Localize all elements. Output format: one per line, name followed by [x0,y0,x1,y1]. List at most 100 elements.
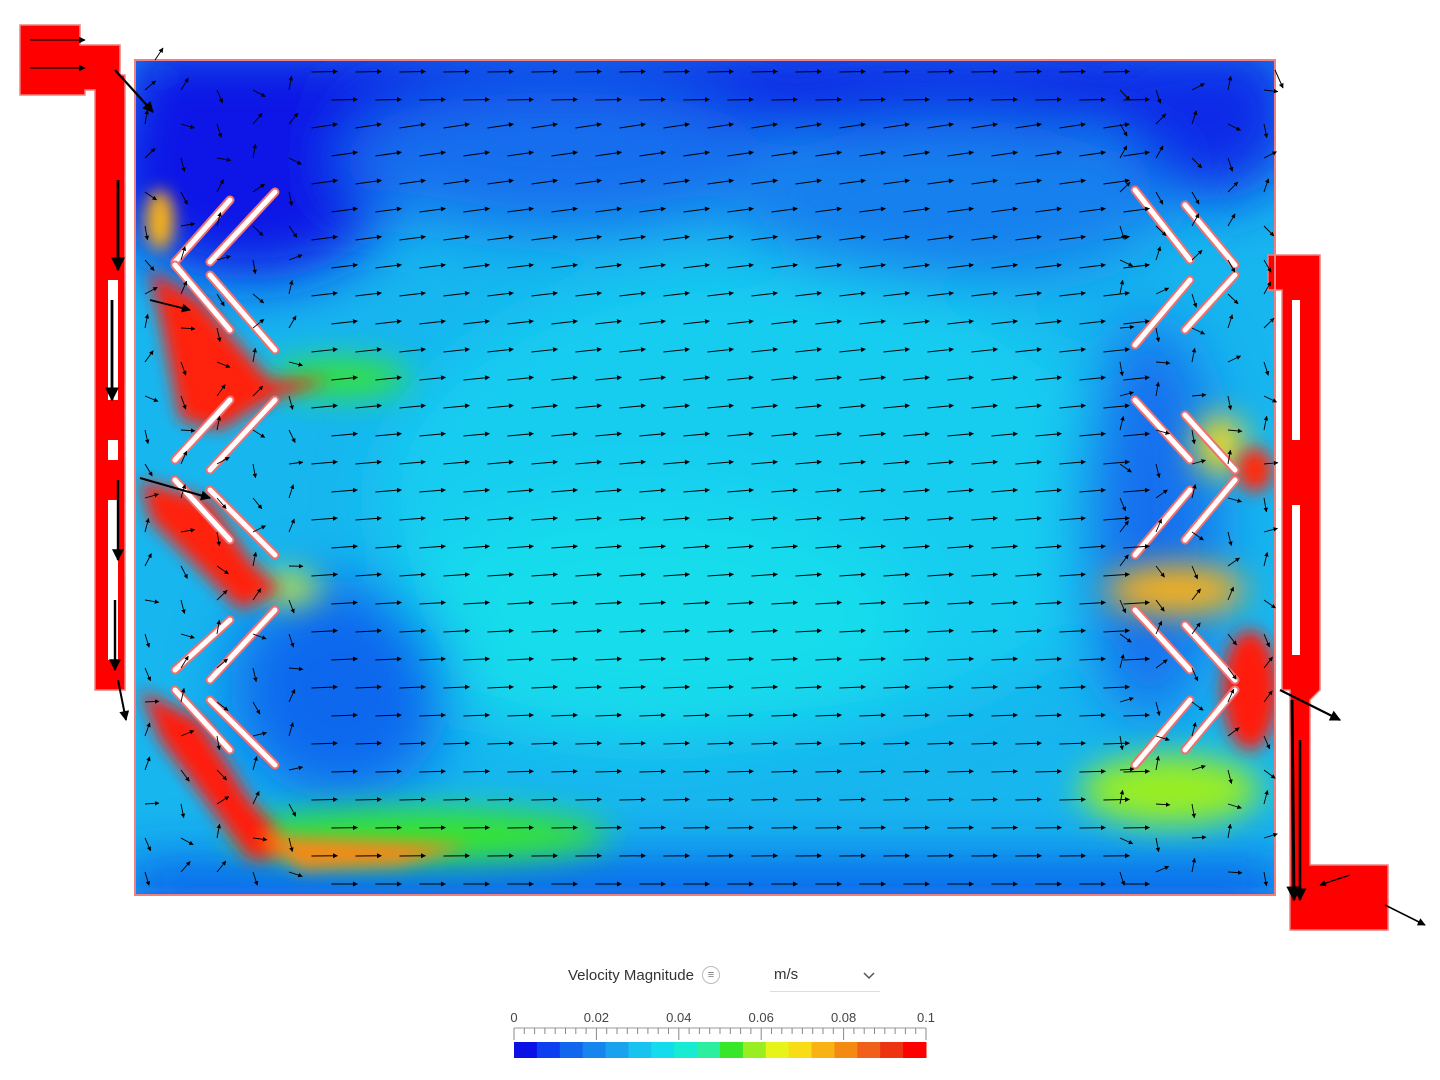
velocity-vector [1227,870,1243,875]
velocity-vector [1227,497,1242,503]
velocity-vector [839,122,866,129]
velocity-vector [727,319,754,325]
velocity-vector [1263,88,1279,94]
velocity-vector [331,206,358,213]
vane-body [207,697,278,768]
velocity-vector [311,290,338,297]
velocity-vector [507,431,534,437]
velocity-vector [815,375,842,381]
vane-body [1132,487,1193,558]
scale-tick-label: 0.1 [916,1010,936,1025]
velocity-vector [1119,554,1129,567]
velocity-vector [144,722,151,737]
velocity-vector [727,768,754,774]
velocity-vector [707,797,734,803]
velocity-vector [1103,347,1130,353]
velocity-vector [619,459,646,465]
velocity-vector [531,234,558,241]
velocity-vector [288,75,294,91]
velocity-vector [727,431,754,437]
velocity-vector [575,403,602,409]
vane-body [1182,272,1238,333]
velocity-vector [252,293,265,304]
velocity-vector [1035,487,1062,493]
velocity-vector [927,347,954,353]
velocity-vector [1015,572,1042,578]
velocity-vector [144,286,158,295]
velocity-vector [443,403,470,409]
velocity-vector [1155,802,1171,807]
velocity-vector [927,122,954,129]
room-fluid-region [135,60,1275,895]
velocity-vector [991,543,1018,549]
velocity-vector [595,150,622,157]
velocity-vector [947,319,974,325]
vane-body [172,617,233,673]
velocity-vector [971,178,998,185]
velocity-vector [1103,740,1130,746]
velocity-vector [883,234,910,241]
velocity-vector [331,487,358,493]
velocity-vector [311,347,338,353]
velocity-contour-plot [19,24,1426,931]
velocity-vector [991,97,1018,103]
velocity-vector [463,206,490,213]
velocity-vector [771,600,798,606]
vane-body [172,687,233,753]
velocity-vector [252,633,267,640]
velocity-vector [443,515,470,521]
list-info-icon[interactable]: ≡ [701,966,720,984]
velocity-vector [1279,689,1341,721]
velocity-vector [252,667,258,683]
velocity-vector [331,712,358,718]
velocity-vector [971,515,998,521]
velocity-vector [331,319,358,325]
vane-body [172,197,233,265]
velocity-vector [252,871,259,886]
velocity-vector [707,122,734,129]
velocity-vector [595,431,622,437]
velocity-vector [1191,429,1196,445]
velocity-vector [971,797,998,803]
color-scale-segment [674,1042,698,1058]
velocity-vector [252,756,258,771]
velocity-vector [971,290,998,297]
simulation-viewport[interactable] [0,0,1440,950]
velocity-vector [154,47,164,61]
velocity-vector [531,515,558,521]
velocity-vector [1015,684,1042,690]
velocity-vector [903,656,930,662]
velocity-vector [216,565,229,575]
velocity-vector [1123,487,1150,493]
velocity-vector [1191,667,1199,682]
velocity-vector [751,234,778,241]
velocity-vector [531,69,558,75]
color-scale-segment [514,1042,538,1058]
velocity-vector [1191,835,1207,840]
velocity-vector [859,600,886,606]
velocity-vector [639,319,666,325]
velocity-vector [375,431,402,437]
velocity-vector [751,797,778,803]
velocity-vector [1119,279,1125,295]
velocity-vector [507,150,534,157]
velocity-vector [1227,259,1236,273]
velocity-vector [463,150,490,157]
velocity-vector [463,768,490,774]
velocity-vector [1123,712,1150,718]
velocity-vector [443,684,470,690]
velocity-vector [443,178,470,185]
velocity-vector [531,290,558,297]
velocity-vector [1263,415,1269,431]
velocity-vector [1263,361,1270,376]
velocity-vector [1263,151,1277,159]
velocity-vector [216,327,222,343]
unit-dropdown[interactable]: m/s [770,958,880,992]
velocity-vector [311,234,338,241]
velocity-vector [1227,769,1233,784]
velocity-vector [683,206,710,213]
velocity-vector [252,837,268,842]
velocity-vector [1155,225,1167,237]
velocity-vector [683,319,710,325]
velocity-vector [1119,415,1125,431]
